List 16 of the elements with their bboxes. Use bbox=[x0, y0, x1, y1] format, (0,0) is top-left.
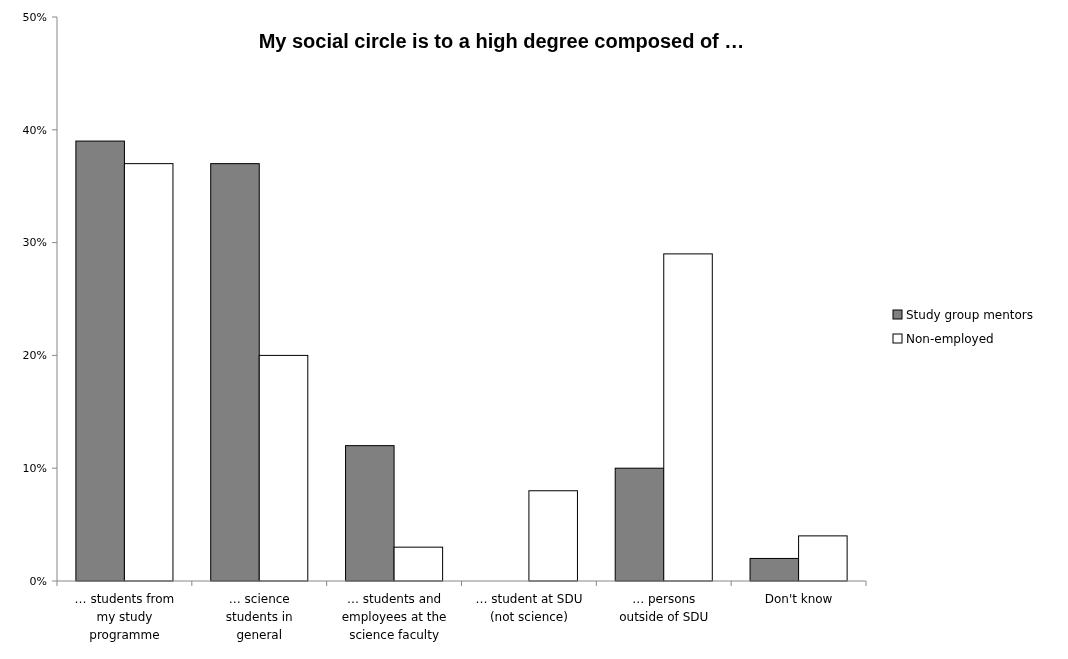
x-tick-label: Don't know bbox=[764, 592, 833, 606]
y-tick-label: 20% bbox=[22, 349, 47, 363]
text: My social circle is to a high degree composed of … bbox=[258, 30, 745, 52]
y-tick-label: 50% bbox=[22, 10, 47, 24]
y-tick-label: 0% bbox=[29, 574, 47, 588]
y-tick-label: 10% bbox=[22, 462, 47, 476]
bar bbox=[528, 490, 578, 582]
x-tick-label: … students from my study programme bbox=[74, 592, 175, 642]
x-tick-label: … student at SDU (not science) bbox=[475, 592, 583, 624]
x-tick-label: … science students in general bbox=[225, 592, 293, 642]
x-tick-label: … persons outside of SDU bbox=[619, 592, 709, 624]
legend-label: Study group mentors bbox=[906, 308, 1034, 323]
y-tick-label: 40% bbox=[22, 123, 47, 137]
x-tick-label: … students and employees at the science faculty bbox=[341, 592, 447, 642]
legend-label: Non-employed bbox=[906, 332, 994, 347]
y-tick-label: 30% bbox=[22, 236, 47, 250]
